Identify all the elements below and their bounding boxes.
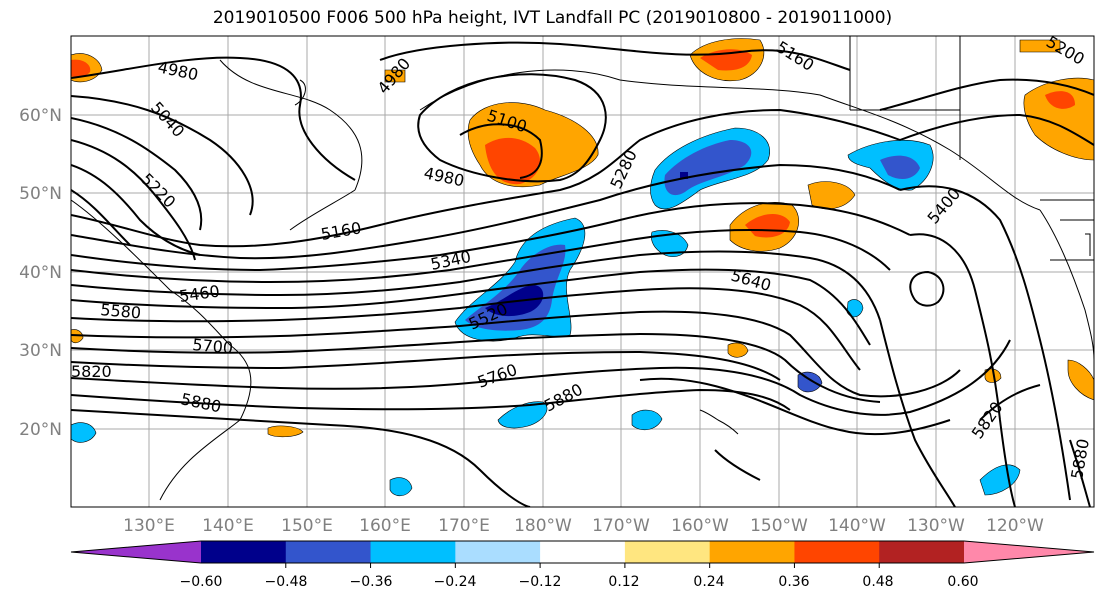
colorbar-tick-label: −0.24 — [434, 574, 477, 590]
colorbar-segment — [624, 541, 711, 563]
colorbar-tick-label: 0.60 — [947, 574, 978, 590]
colorbar-tick-label: 0.48 — [862, 574, 893, 590]
colorbar-tick-label: −0.36 — [350, 574, 393, 590]
lon-label: 130°W — [907, 516, 965, 536]
colorbar-segment — [709, 541, 795, 563]
colorbar — [70, 540, 1095, 568]
lat-label: 50°N — [19, 184, 62, 204]
map-frame — [70, 35, 1095, 508]
colorbar-tick-label: −0.12 — [519, 574, 562, 590]
contour-label: 5580 — [100, 300, 142, 322]
colorbar-segment — [285, 541, 372, 563]
colorbar-tick-label: −0.48 — [265, 574, 308, 590]
colorbar-extend-low — [71, 541, 201, 563]
lon-label: 160°E — [359, 516, 411, 536]
lon-label: 170°W — [592, 516, 650, 536]
lon-label: 150°E — [281, 516, 333, 536]
coastlines — [71, 36, 1094, 501]
lat-label: 40°N — [19, 263, 62, 283]
lon-label: 180°W — [514, 516, 572, 536]
colorbar-tick-label: 0.24 — [693, 574, 724, 590]
height-contours — [71, 41, 1094, 507]
lat-label: 30°N — [19, 341, 62, 361]
colorbar-segment — [370, 541, 456, 563]
lat-labels: 60°N 50°N 40°N 30°N 20°N — [19, 106, 62, 440]
colorbar-segment — [879, 541, 965, 563]
lon-label: 140°W — [828, 516, 886, 536]
contour-label: 5820 — [71, 362, 112, 381]
colorbar-segment — [540, 541, 626, 563]
graticule — [71, 36, 1094, 507]
colorbar-extend-high — [964, 541, 1094, 563]
colorbar-tick-label: −0.60 — [180, 574, 223, 590]
lon-label: 150°W — [750, 516, 808, 536]
colorbar-tick-label: 0.36 — [778, 574, 809, 590]
colorbar-outline — [70, 540, 1095, 564]
colorbar-ticks: −0.60 −0.48 −0.36 −0.24 −0.12 0.12 0.24 … — [180, 574, 979, 590]
lon-label: 120°W — [986, 516, 1044, 536]
colorbar-segment — [201, 541, 287, 563]
lat-label: 20°N — [19, 420, 62, 440]
colorbar-segment — [794, 541, 880, 563]
lon-label: 160°W — [671, 516, 729, 536]
lon-labels: 130°E 140°E 150°E 160°E 170°E 180°W 170°… — [123, 516, 1044, 536]
colorbar-segment — [455, 541, 541, 563]
lat-label: 60°N — [19, 106, 62, 126]
contour-label: 5700 — [192, 335, 234, 357]
lon-label: 170°E — [438, 516, 490, 536]
colorbar-tick-label: 0.12 — [608, 574, 639, 590]
map-title: 2019010500 F006 500 hPa height, IVT Land… — [212, 8, 893, 28]
lon-label: 140°E — [202, 516, 254, 536]
lon-label: 130°E — [123, 516, 175, 536]
